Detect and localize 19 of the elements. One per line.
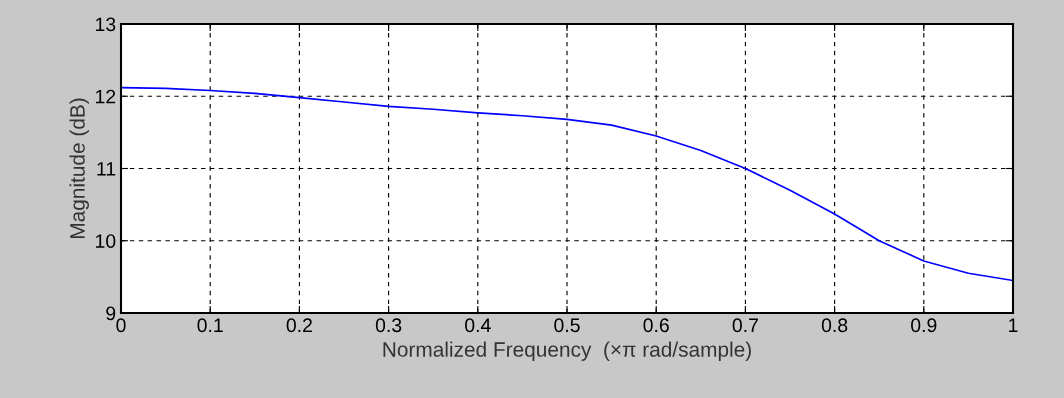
x-tick-label: 0.6 [643,318,669,333]
x-tick-label: 0.8 [821,318,848,333]
y-tick-label: 10 [96,234,116,248]
x-tick-label: 0.5 [554,318,580,333]
x-tick-label: 0.9 [911,318,937,333]
y-axis-title: Magnitude (dB) [69,98,89,238]
x-tick-label: 0 [116,318,126,333]
line-series [121,86,1013,282]
y-tick-label: 12 [96,89,116,104]
x-axis-title: Normalized Frequency (×π rad/sample) [383,341,751,361]
y-tick-label: 11 [97,162,116,176]
x-tick-label: 0.7 [732,318,758,333]
x-tick-label: 0.3 [375,318,402,333]
x-tick-label: 0.2 [286,318,312,333]
x-tick-label: 0.4 [465,318,491,333]
x-tick-label: 1 [1009,318,1018,332]
x-tick-label: 0.1 [197,318,223,333]
y-tick-label: 9 [106,306,116,321]
y-tick-label: 13 [96,17,116,32]
